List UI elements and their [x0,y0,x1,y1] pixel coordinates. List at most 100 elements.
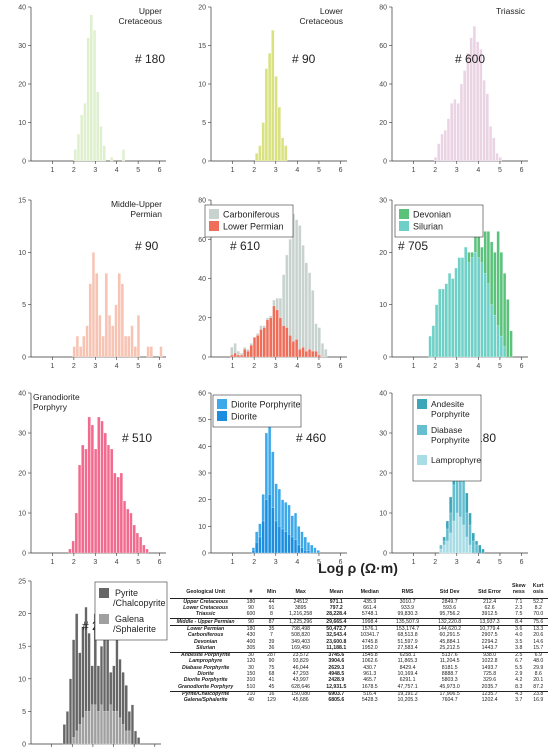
x-tick-label: 4 [476,559,480,566]
y-tick-label: 10 [379,511,387,518]
histogram-bar [255,542,259,554]
table-cell: 12,931.5 [326,683,347,690]
x-tick-label: 2 [433,363,437,370]
table-cell: 17,906.5 [429,690,471,699]
histogram-bar [159,346,163,358]
table-cell: 725.8 [483,671,497,678]
table-cell: 1235.7 [470,690,510,699]
table-header-cell: Std Error [470,584,510,600]
table-cell: 3895 [294,604,307,611]
histogram-bar [86,37,90,162]
table-row: Granodiorite Porphyry 510 45 628,646 12,931.… [170,684,548,691]
histogram-bar [109,704,113,745]
histogram-bar [146,346,150,358]
table-cell: 8.6 [534,671,542,678]
table-cell: 4.3 [509,690,529,699]
table-cell: 45,973.0 [439,683,460,690]
table-cell: 4948.5 [328,671,345,678]
histogram-bar [117,273,121,358]
table-cell: 516.4 [353,690,386,699]
table-cell: 5428.3 [361,697,378,704]
table-cell: 2294.2 [481,638,498,645]
histogram-bar [306,550,311,554]
table-cell: 6291.1 [399,677,416,684]
table-cell: 2907.5 [481,632,498,639]
table-cell: 4.2 [515,677,523,684]
table-row: Triassic 600 8 1,216,258 28,228.4 5748.1 99,83… [170,612,548,619]
panel-title: Upper [139,6,162,16]
histogram-bar [324,349,328,358]
y-tick-label: 20 [379,250,387,257]
histogram-bar [87,711,91,745]
table-cell: 593.6 [443,604,457,611]
table-cell: 1,216,258 [289,611,313,618]
table-header-cell: Min [260,584,283,600]
histogram-bar [65,711,69,745]
legend-swatch [417,455,427,465]
histogram-bar [467,262,471,358]
histogram-bar [459,83,463,162]
x-tick-label: 3 [93,559,97,566]
histogram-bar [80,114,84,162]
histogram-bar [110,448,114,554]
histogram-bar [463,70,467,162]
table-row-label: Andesite Porphyrite [170,651,242,660]
histogram-bar [81,717,85,745]
table-cell: 169,450 [291,644,311,651]
table-cell: 153,174.7 [385,625,430,633]
histogram-bar [72,737,76,745]
table-row: Diorite Porphyrite 310 41 43,997 2428.9 465.7… [170,678,548,684]
y-tick-label: 25 [18,579,26,586]
x-tick-label: 5 [136,559,140,566]
x-tick-label: 4 [115,559,119,566]
y-tick-label: 0 [22,355,26,362]
table-cell: 8.2 [534,604,542,611]
table-row-label: Granodiorite Porphyry [177,683,234,690]
table-cell: 135,507.9 [385,618,430,626]
table-cell: 6.9 [528,651,548,660]
histogram-bar [96,711,100,745]
table-row-label: Middle - Upper Permian [170,618,242,626]
y-tick-label: 10 [18,511,26,518]
table-cell: 52.2 [533,598,544,605]
y-tick-label: 20 [18,82,26,89]
x-tick-label: 1 [50,167,54,174]
histogram-bar [127,335,131,358]
x-tick-label: 3 [455,363,459,370]
x-tick-label: 3 [455,559,459,566]
histogram-bar [69,678,72,745]
table-cell: 6805.6 [328,697,345,704]
x-tick-label: 5 [498,363,502,370]
table-cell: 4745.8 [361,638,378,645]
histogram-bar [301,245,305,358]
y-tick-label: 5 [22,302,26,309]
y-tick-label: 80 [198,198,206,205]
sample-count-label: # 510 [122,431,152,445]
y-tick-label: 15 [18,644,26,651]
histogram-bar [445,540,449,554]
histogram-bar [317,354,321,358]
histogram-bar [300,547,304,554]
y-tick-label: 15 [198,43,206,50]
table-cell: 23.8 [528,690,548,699]
table-cell: 48.0 [533,658,544,665]
histogram-bar [264,499,268,554]
y-tick-label: 10 [18,676,26,683]
histogram-bar [293,539,298,554]
table-cell: 2.3 [515,604,523,611]
histogram-bar [68,548,72,554]
histogram-bar [78,464,82,554]
histogram-bar [285,327,289,358]
legend-label: Silurian [413,222,443,232]
histogram-bar [129,512,133,554]
histogram-bar [114,304,118,358]
histogram-bar [483,273,487,358]
table-cell: 961.3 [363,671,377,678]
table-cell: 68 [268,671,275,678]
table-cell: 87 [260,618,283,626]
table-row: Andesite Porphyrite 30 287 23,572 3745.6 1545… [170,651,548,660]
x-tick-label: 6 [520,363,524,370]
table-row: Silurian 305 36 169,450 11,188.1 1952.0 27,583… [170,645,548,652]
